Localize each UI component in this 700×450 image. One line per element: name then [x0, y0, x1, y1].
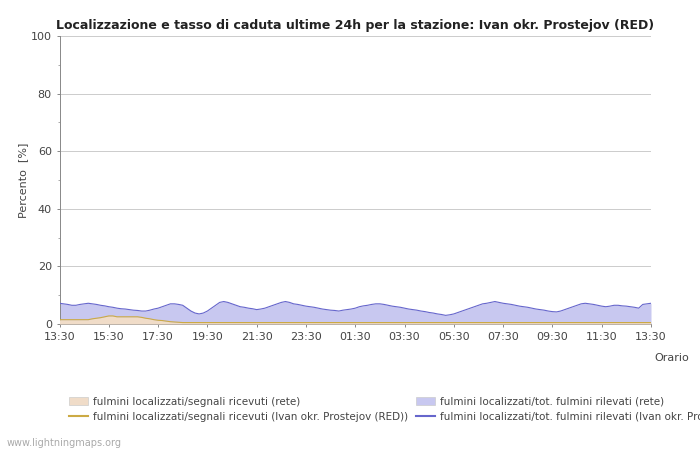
Y-axis label: Percento  [%]: Percento [%] — [18, 142, 28, 218]
Title: Localizzazione e tasso di caduta ultime 24h per la stazione: Ivan okr. Prostejov: Localizzazione e tasso di caduta ultime … — [56, 19, 655, 32]
Legend: fulmini localizzati/segnali ricevuti (rete), fulmini localizzati/segnali ricevut: fulmini localizzati/segnali ricevuti (re… — [64, 392, 700, 426]
Text: Orario: Orario — [654, 353, 690, 363]
Text: www.lightningmaps.org: www.lightningmaps.org — [7, 438, 122, 448]
